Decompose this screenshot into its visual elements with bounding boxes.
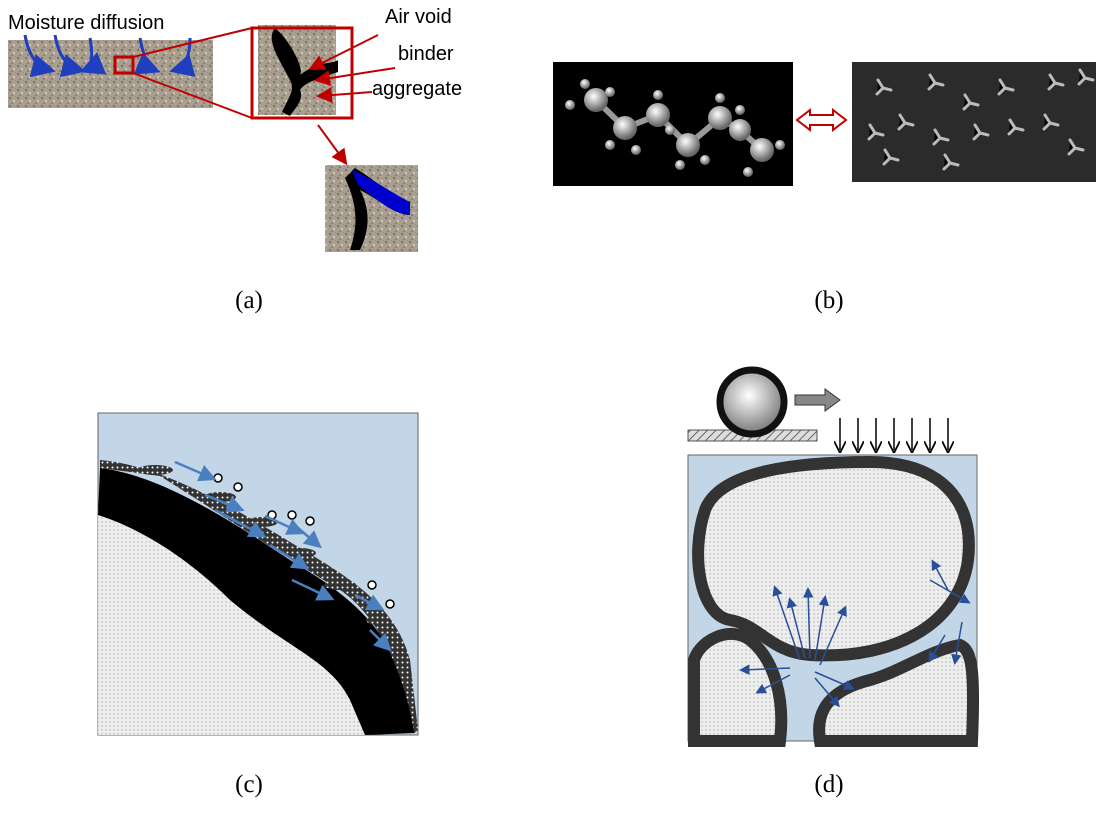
aggregate [698, 462, 969, 655]
panel-b: (b) [553, 62, 1096, 314]
direction-arrow [795, 389, 840, 411]
molecule-image [553, 62, 793, 186]
asphalt-strip [8, 40, 213, 108]
panel-label: (c) [235, 771, 263, 798]
double-arrow [797, 110, 846, 130]
arrow [318, 125, 345, 162]
panel-label: (a) [235, 287, 263, 314]
panel-label: (d) [814, 771, 843, 798]
load-arrows [840, 418, 948, 450]
molecules-image [852, 62, 1096, 182]
panel-d: (d) [688, 370, 977, 798]
panel-a: Moisture diffusion Air void binder aggre… [8, 6, 462, 314]
panel-label: (b) [814, 287, 843, 314]
panel-c: (c) [98, 413, 418, 798]
roller [720, 370, 784, 434]
label: Air void [385, 6, 452, 28]
label: binder [398, 43, 454, 65]
figure: Moisture diffusion Air void binder aggre… [0, 0, 1107, 829]
label: Moisture diffusion [8, 12, 164, 34]
label: aggregate [372, 78, 462, 100]
